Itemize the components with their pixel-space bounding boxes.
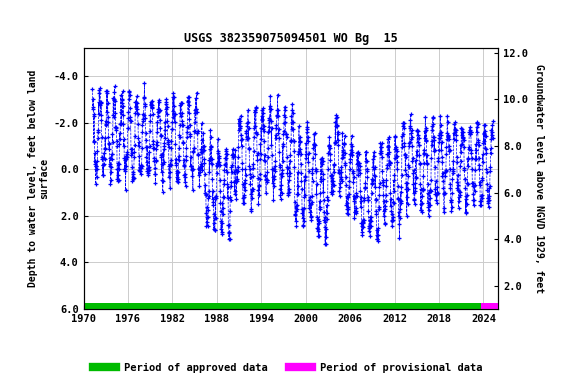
Y-axis label: Groundwater level above NGVD 1929, feet: Groundwater level above NGVD 1929, feet — [533, 64, 544, 293]
Legend: Period of approved data, Period of provisional data: Period of approved data, Period of provi… — [89, 359, 487, 377]
Y-axis label: Depth to water level, feet below land
surface: Depth to water level, feet below land su… — [28, 70, 50, 287]
Title: USGS 382359075094501 WO Bg  15: USGS 382359075094501 WO Bg 15 — [184, 32, 398, 45]
